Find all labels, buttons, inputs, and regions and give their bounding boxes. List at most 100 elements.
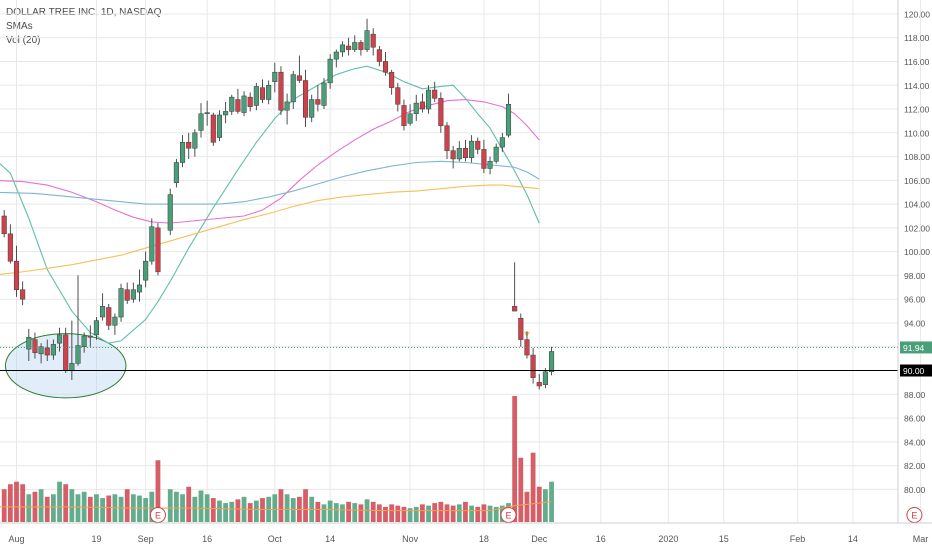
volume-bar: [20, 484, 26, 522]
volume-bar: [413, 506, 419, 522]
volume-bar: [14, 481, 19, 522]
candle-body: [235, 99, 241, 112]
candle-body: [444, 125, 450, 151]
candle-body: [149, 226, 155, 262]
candle-body: [204, 112, 210, 115]
candle-body: [499, 137, 505, 148]
candle: [462, 139, 468, 162]
candle: [487, 156, 493, 175]
sma-line: [0, 65, 540, 344]
candle: [389, 69, 395, 95]
time-tick-label: Sep: [138, 534, 154, 544]
candle-body: [20, 289, 26, 300]
candle: [13, 245, 20, 297]
candle: [20, 281, 26, 306]
candle: [327, 54, 333, 89]
price-tick-label: 94.00: [904, 318, 926, 328]
time-axis[interactable]: Aug 19 Sep 16 Oct 14 Nov 18 Dec 16 2020 15 Feb 14 Mar: [0, 522, 932, 544]
candle: [81, 332, 87, 353]
sma-line: [0, 184, 540, 276]
volume-bar: [198, 490, 204, 522]
symbol-title[interactable]: DOLLAR TREE INC, 1D, NASDAQ: [6, 7, 162, 18]
candle: [112, 313, 118, 335]
candle-body: [124, 289, 130, 301]
volume-bar: [235, 499, 241, 522]
candle-body: [278, 71, 284, 111]
candlesticks: [1, 18, 555, 390]
candle-body: [253, 86, 259, 106]
price-label-bg: [900, 341, 932, 354]
candle-body: [426, 89, 432, 110]
price-axis[interactable]: 120.00 118.00 116.00 114.00 112.00 110.00 108.…: [897, 0, 932, 523]
time-tick-label: Mar: [913, 534, 929, 544]
candle: [186, 132, 192, 159]
candle-body: [524, 339, 530, 356]
candle-body: [44, 347, 50, 356]
indicator-volume[interactable]: Vol (20): [6, 35, 41, 46]
candle-body: [530, 354, 536, 378]
candle: [198, 103, 204, 138]
candle: [130, 282, 136, 303]
candle: [499, 132, 505, 152]
candle: [75, 275, 81, 366]
earnings-marker-label: E: [911, 510, 917, 520]
earnings-marker-label: E: [155, 510, 161, 520]
candle: [38, 343, 44, 364]
volume-bar: [438, 501, 444, 522]
volume-bar: [100, 498, 105, 522]
candle: [284, 93, 290, 125]
candle: [272, 62, 278, 93]
candle: [229, 94, 235, 115]
volume-bar: [57, 481, 62, 522]
volume-bar: [333, 503, 339, 522]
time-tick-label: Feb: [790, 534, 806, 544]
candle-body: [327, 58, 333, 84]
volume-bar: [272, 494, 278, 522]
candle: [149, 218, 155, 265]
volume-bar: [426, 505, 431, 522]
price-tick-label: 112.00: [904, 105, 930, 115]
candle-body: [180, 142, 186, 163]
volume-bar: [1, 489, 7, 522]
candle-body: [333, 51, 339, 60]
price-tick-label: 82.00: [904, 461, 926, 471]
candle: [401, 99, 407, 131]
candle: [315, 85, 321, 112]
candle: [180, 135, 186, 168]
candle-body: [475, 140, 481, 150]
volume-bar: [327, 500, 333, 522]
candle: [87, 325, 93, 347]
candle-body: [309, 99, 315, 118]
candle-body: [136, 284, 143, 293]
candle: [505, 93, 512, 138]
volume-ma: [0, 501, 552, 512]
candle: [432, 81, 438, 102]
volume-bar: [456, 504, 462, 522]
grid-lines: [0, 0, 922, 523]
time-tick-label: Aug: [8, 534, 24, 544]
candle: [524, 331, 530, 359]
volume-bar: [69, 489, 75, 522]
candle: [192, 129, 198, 157]
volume-bar: [186, 486, 192, 522]
indicator-smas[interactable]: SMAs: [6, 21, 33, 32]
candle: [333, 49, 339, 68]
volume-bar: [340, 504, 345, 522]
candle: [290, 70, 296, 110]
volume-bar: [463, 501, 468, 522]
price-tick-label: 108.00: [904, 152, 930, 162]
volume-bar: [389, 504, 395, 522]
volume-bar: [487, 505, 493, 522]
price-label-bg: [900, 364, 932, 377]
price-tick-label: 116.00: [904, 57, 930, 67]
volume-bar: [87, 496, 93, 522]
volume-bar: [370, 501, 376, 522]
volume-bar: [481, 504, 487, 522]
volume-bar: [223, 503, 228, 522]
candle: [469, 135, 475, 163]
candle: [395, 82, 401, 112]
candle: [143, 251, 149, 288]
candle-body: [352, 42, 358, 50]
